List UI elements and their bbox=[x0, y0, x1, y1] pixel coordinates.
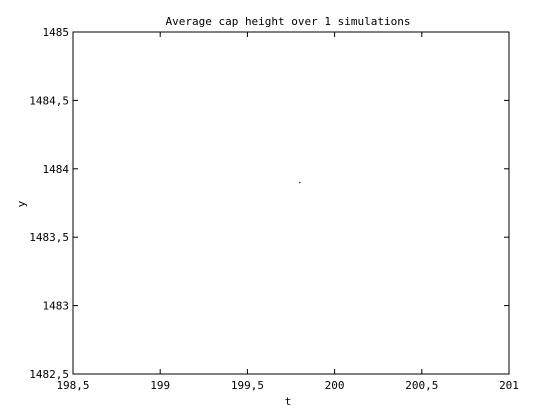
y-tick-label: 1483,5 bbox=[29, 231, 69, 244]
x-axis-ticks: 198,5 199 199,5 200 200,5 201 bbox=[56, 32, 519, 392]
x-tick-label: 198,5 bbox=[56, 379, 89, 392]
x-tick-label: 199 bbox=[150, 379, 170, 392]
x-tick-label: 201 bbox=[499, 379, 519, 392]
y-axis-ticks: 1482,5 1483 1483,5 1484 1484,5 1485 bbox=[29, 26, 509, 381]
data-points bbox=[299, 181, 301, 184]
data-point bbox=[299, 181, 301, 184]
y-tick-label: 1485 bbox=[43, 26, 70, 39]
x-tick-label: 199,5 bbox=[231, 379, 264, 392]
y-tick-label: 1484 bbox=[43, 163, 70, 176]
y-tick-label: 1482,5 bbox=[29, 368, 69, 381]
plot-area bbox=[72, 31, 510, 375]
x-axis-label: t bbox=[285, 395, 292, 408]
y-tick-label: 1483 bbox=[43, 300, 70, 313]
chart-title: Average cap height over 1 simulations bbox=[165, 15, 410, 28]
x-tick-label: 200,5 bbox=[405, 379, 438, 392]
y-axis-label: y bbox=[15, 200, 28, 207]
x-tick-label: 200 bbox=[325, 379, 345, 392]
y-tick-label: 1484,5 bbox=[29, 94, 69, 107]
